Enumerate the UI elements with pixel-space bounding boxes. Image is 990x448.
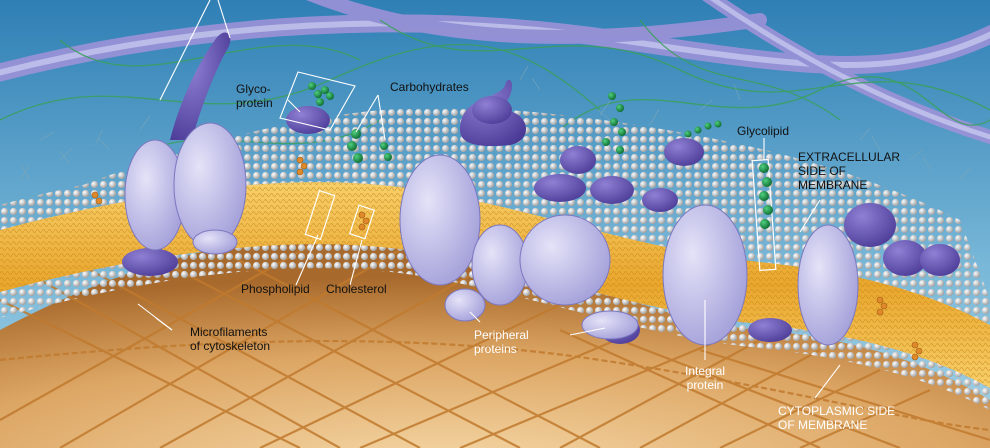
label-extracellular-side: EXTRACELLULAR SIDE OF MEMBRANE	[798, 150, 901, 192]
leader-lines	[137, 0, 841, 399]
matrix-fibers	[0, 0, 990, 145]
label-carbohydrates: Carbohydrates	[390, 80, 469, 94]
glycolipid-box	[751, 158, 777, 272]
label-cholesterol: Cholesterol	[326, 282, 387, 296]
cholesterol-2	[358, 211, 370, 231]
cytoskeleton	[0, 239, 990, 448]
label-phospholipid: Phospholipid	[241, 282, 310, 296]
label-glycolipid: Glycolipid	[737, 124, 790, 138]
glycoprotein-stalk	[170, 32, 231, 140]
carbohydrate-chains	[308, 82, 773, 229]
label-cytoplasmic-side: CYTOPLASMIC SIDE OF MEMBRANE	[778, 404, 896, 432]
integral-proteins	[124, 122, 859, 346]
cholesterol-1	[296, 156, 308, 176]
label-microfilaments: Microfilaments of cytoskeleton	[190, 325, 271, 353]
phospholipid-box	[304, 189, 336, 241]
cholesterol-3	[91, 191, 103, 205]
callout-boxes	[304, 158, 777, 272]
label-glycoprotein: Glyco-protein	[236, 82, 273, 110]
cholesterol-box	[349, 204, 375, 240]
surface-proteins	[122, 79, 960, 344]
cholesterol-molecules	[91, 156, 923, 361]
label-peripheral-proteins: Peripheral proteins	[474, 328, 529, 356]
cytoplasm	[0, 234, 990, 448]
cholesterol-4	[876, 296, 888, 316]
label-integral-protein: Integral protein	[684, 364, 726, 392]
cholesterol-5	[911, 341, 923, 361]
